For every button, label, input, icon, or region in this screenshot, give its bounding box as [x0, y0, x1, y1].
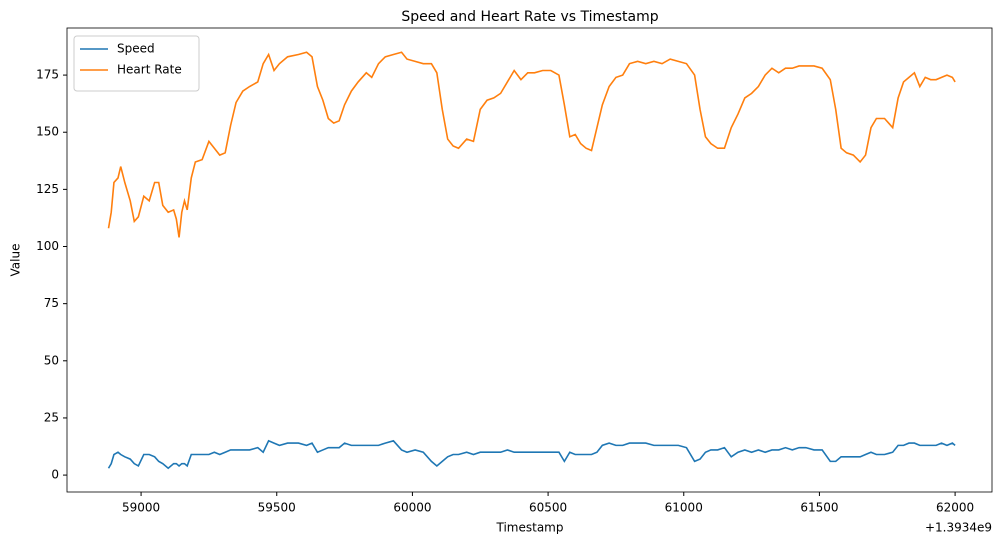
line-series [107, 51, 956, 238]
x-tick-label: 62000 [936, 501, 974, 515]
y-tick-label: 0 [51, 468, 59, 482]
x-offset-label: +1.3934e9 [925, 521, 992, 535]
x-tick-label: 60500 [529, 501, 567, 515]
y-tick-label: 100 [36, 239, 59, 253]
y-axis-label: Value [9, 244, 23, 277]
y-tick-label: 150 [36, 125, 59, 139]
y-tick-label: 125 [36, 182, 59, 196]
line-series [107, 439, 956, 470]
x-tick-label: 60000 [393, 501, 431, 515]
x-tick-label: 61500 [800, 501, 838, 515]
legend-label: Heart Rate [117, 63, 182, 77]
chart-title: Speed and Heart Rate vs Timestamp [401, 9, 658, 25]
y-tick-label: 75 [44, 296, 59, 310]
x-tick-label: 59500 [258, 501, 296, 515]
y-tick-label: 25 [44, 410, 59, 424]
plot-frame [66, 27, 993, 493]
legend-label: Speed [117, 42, 155, 56]
y-tick-label: 50 [44, 353, 59, 367]
x-axis-label: Timestamp [496, 521, 564, 535]
x-tick-label: 61000 [665, 501, 703, 515]
y-tick-label: 175 [36, 68, 59, 82]
x-tick-label: 59000 [122, 501, 160, 515]
